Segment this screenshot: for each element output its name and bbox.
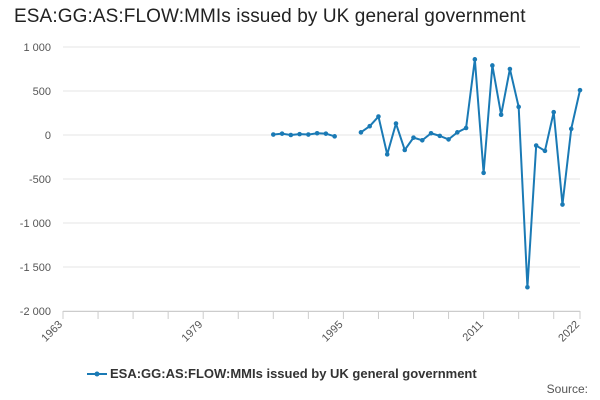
data-point[interactable] xyxy=(568,126,574,132)
data-point[interactable] xyxy=(367,123,372,129)
y-tick-label: -500 xyxy=(29,174,51,186)
data-point[interactable] xyxy=(402,147,408,153)
data-point[interactable] xyxy=(446,137,451,142)
chart-title: ESA:GG:AS:FLOW:MMIs issued by UK general… xyxy=(14,6,526,27)
data-point[interactable] xyxy=(472,57,478,62)
data-point[interactable] xyxy=(490,63,495,68)
data-point[interactable] xyxy=(507,66,513,72)
data-point[interactable] xyxy=(551,109,557,115)
data-point[interactable] xyxy=(419,137,425,143)
data-point[interactable] xyxy=(306,132,311,137)
x-tick-label: 2011 xyxy=(461,319,486,344)
data-point[interactable] xyxy=(560,202,565,207)
data-point[interactable] xyxy=(332,134,337,139)
data-point[interactable] xyxy=(533,143,539,148)
data-point[interactable] xyxy=(437,133,443,139)
data-point[interactable] xyxy=(498,112,504,118)
grid-lines xyxy=(63,46,580,312)
series-layer xyxy=(271,57,583,290)
data-point[interactable] xyxy=(358,130,364,135)
data-point[interactable] xyxy=(393,121,399,126)
data-point[interactable] xyxy=(279,131,285,136)
data-point[interactable] xyxy=(463,125,469,131)
y-tick-label: 500 xyxy=(33,86,51,98)
data-point[interactable] xyxy=(288,132,294,138)
series-segment xyxy=(360,58,581,289)
data-point[interactable] xyxy=(577,87,583,93)
data-point[interactable] xyxy=(542,148,548,154)
source-label: Source: xyxy=(546,382,588,396)
y-axis: 1 000 500 0 -500 -1 000 -1 500 -2 000 xyxy=(20,42,51,318)
data-point[interactable] xyxy=(411,135,416,140)
data-point[interactable] xyxy=(271,132,276,137)
x-axis: 1963 1979 1995 2011 2022 xyxy=(39,311,582,344)
y-tick-label: -1 500 xyxy=(20,262,51,274)
data-point[interactable] xyxy=(384,152,390,157)
y-tick-label: -2 000 xyxy=(20,306,51,318)
x-tick-label: 2022 xyxy=(556,319,582,345)
data-point[interactable] xyxy=(428,130,434,136)
legend-label[interactable]: ESA:GG:AS:FLOW:MMIs issued by UK general… xyxy=(110,366,477,381)
legend-marker-icon xyxy=(87,371,107,377)
x-tick-label: 1995 xyxy=(320,319,346,345)
data-point[interactable] xyxy=(376,114,381,119)
x-tick-label: 1963 xyxy=(39,319,65,345)
data-point[interactable] xyxy=(314,130,320,136)
y-tick-label: -1 000 xyxy=(20,218,51,230)
data-point[interactable] xyxy=(297,131,302,137)
data-point[interactable] xyxy=(516,104,521,110)
data-point[interactable] xyxy=(323,131,329,136)
data-point[interactable] xyxy=(455,130,460,135)
data-point[interactable] xyxy=(525,284,530,290)
y-tick-label: 0 xyxy=(45,130,51,142)
series-line xyxy=(271,57,583,290)
data-point[interactable] xyxy=(481,170,486,176)
y-tick-label: 1 000 xyxy=(23,42,51,54)
x-tick-label: 1979 xyxy=(180,319,206,345)
